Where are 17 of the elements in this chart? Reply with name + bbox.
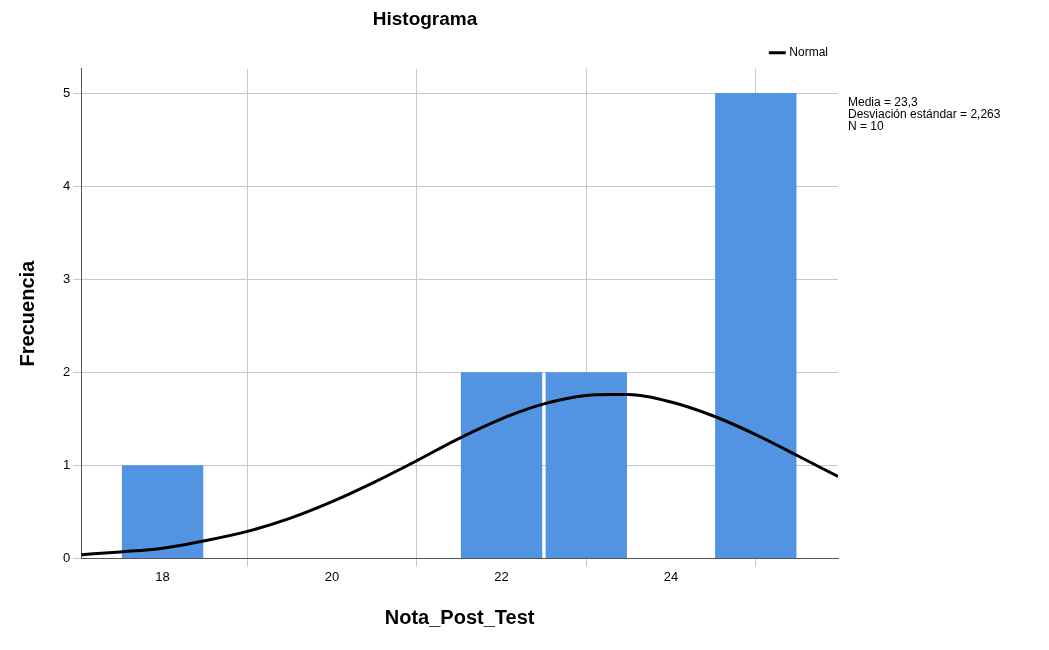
- y-tick-label: 5: [63, 84, 71, 100]
- x-tick-label: 20: [324, 568, 340, 584]
- x-tick-label: 18: [155, 568, 170, 584]
- y-tick-label: 2: [63, 363, 71, 379]
- chart-title: Histograma: [372, 7, 478, 29]
- x-axis-title: Nota_Post_Test: [384, 605, 535, 628]
- x-tick-label: 22: [494, 568, 509, 584]
- y-tick-label: 1: [63, 456, 71, 472]
- y-tick-label: 3: [63, 270, 71, 286]
- legend-label: Normal: [789, 45, 828, 60]
- y-tick-label: 4: [63, 177, 71, 193]
- y-tick-label: 0: [63, 549, 71, 565]
- text: Desviación estándar = 2,263: [848, 107, 1001, 122]
- text: Media = 23,3: [848, 95, 919, 110]
- y-axis-title: Frecuencia: [15, 259, 38, 367]
- x-tick-label: 24: [663, 568, 679, 584]
- text: N = 10: [848, 119, 885, 134]
